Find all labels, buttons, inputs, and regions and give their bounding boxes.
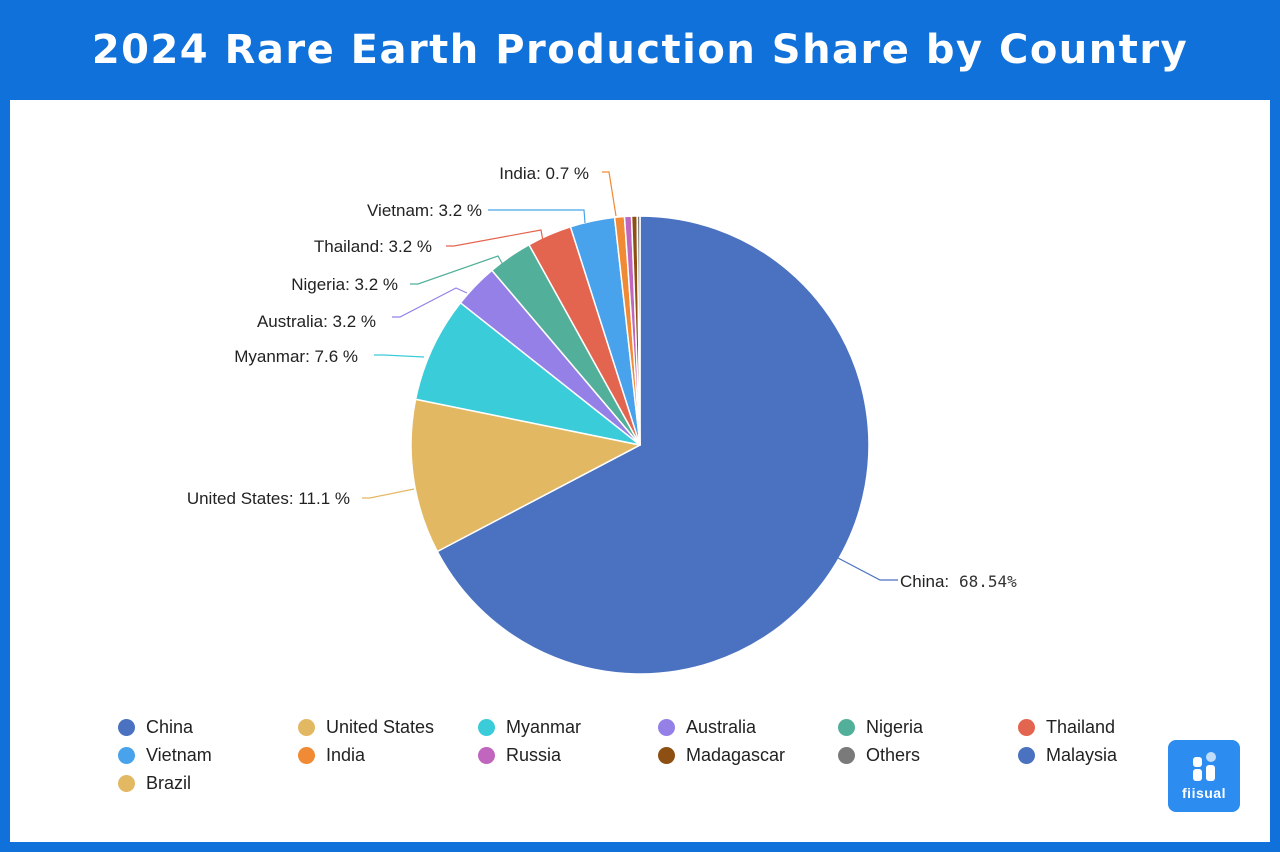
label-united-states: United States: 11.1 % (187, 489, 350, 508)
leader-lines (362, 171, 898, 581)
leader-line-united-states (362, 488, 415, 499)
legend-swatch-icon (478, 746, 495, 764)
leader-line-thailand (446, 229, 544, 247)
legend-item-united-states[interactable]: United States (298, 716, 478, 738)
logo-text: fiisual (1182, 785, 1226, 801)
header-bar: 2024 Rare Earth Production Share by Coun… (0, 0, 1280, 100)
legend-swatch-icon (1018, 718, 1035, 736)
logo-icon (1191, 751, 1217, 781)
legend-label: Vietnam (146, 744, 212, 765)
legend-label: China (146, 716, 194, 737)
chart-legend: China United States Myanmar Australia Nigeri… (118, 716, 1138, 794)
legend-item-india[interactable]: India (298, 744, 478, 766)
legend-swatch-icon (118, 718, 135, 736)
legend-swatch-icon (838, 746, 855, 764)
legend-item-thailand[interactable]: Thailand (1018, 716, 1138, 738)
legend-item-others[interactable]: Others (838, 744, 1018, 766)
pie-slice-myanmar[interactable] (414, 302, 641, 446)
legend-label: Malaysia (1046, 744, 1118, 765)
legend-item-brazil[interactable]: Brazil (118, 772, 298, 794)
legend-label: United States (326, 716, 435, 737)
pie-slice-others[interactable] (636, 215, 641, 446)
label-china-name: China: (900, 572, 949, 591)
legend-swatch-icon (298, 746, 315, 764)
leader-line-india (602, 171, 617, 217)
label-vietnam: Vietnam: 3.2 % (367, 201, 482, 220)
label-china-value: 68.54% (959, 572, 1017, 591)
legend-label: Others (866, 744, 921, 765)
legend-item-china[interactable]: China (118, 716, 298, 738)
legend-label: Myanmar (506, 716, 582, 737)
legend-label: Brazil (146, 772, 192, 793)
fiisual-logo: fiisual (1168, 740, 1240, 812)
legend-swatch-icon (1018, 746, 1035, 764)
label-myanmar: Myanmar: 7.6 % (234, 347, 358, 366)
legend-label: Nigeria (866, 716, 924, 737)
legend-label: India (326, 744, 366, 765)
legend-label: Australia (686, 716, 757, 737)
pie-slice-china[interactable] (436, 215, 870, 675)
leader-line-china (837, 557, 898, 581)
legend-item-nigeria[interactable]: Nigeria (838, 716, 1018, 738)
legend-swatch-icon (658, 746, 675, 764)
legend-swatch-icon (298, 718, 315, 736)
legend-swatch-icon (118, 774, 135, 792)
leader-line-australia (392, 287, 468, 318)
legend-item-myanmar[interactable]: Myanmar (478, 716, 658, 738)
legend-swatch-icon (658, 718, 675, 736)
legend-swatch-icon (838, 718, 855, 736)
pie-slices (410, 215, 870, 675)
legend-swatch-icon (478, 718, 495, 736)
legend-item-malaysia[interactable]: Malaysia (1018, 744, 1138, 766)
legend-label: Russia (506, 744, 562, 765)
label-thailand: Thailand: 3.2 % (314, 237, 432, 256)
label-india: India: 0.7 % (499, 164, 589, 183)
legend-item-russia[interactable]: Russia (478, 744, 658, 766)
label-nigeria: Nigeria: 3.2 % (291, 275, 398, 294)
legend-swatch-icon (118, 746, 135, 764)
legend-item-vietnam[interactable]: Vietnam (118, 744, 298, 766)
leader-line-nigeria (410, 255, 504, 285)
label-australia: Australia: 3.2 % (257, 312, 376, 331)
legend-label: Madagascar (686, 744, 786, 765)
pie-slice-united-states[interactable] (410, 398, 641, 553)
chart-title: 2024 Rare Earth Production Share by Coun… (91, 27, 1189, 73)
legend-item-australia[interactable]: Australia (658, 716, 838, 738)
legend-label: Thailand (1046, 716, 1116, 737)
leader-line-myanmar (374, 354, 425, 358)
legend-item-madagascar[interactable]: Madagascar (658, 744, 838, 766)
leader-line-vietnam (488, 209, 586, 224)
